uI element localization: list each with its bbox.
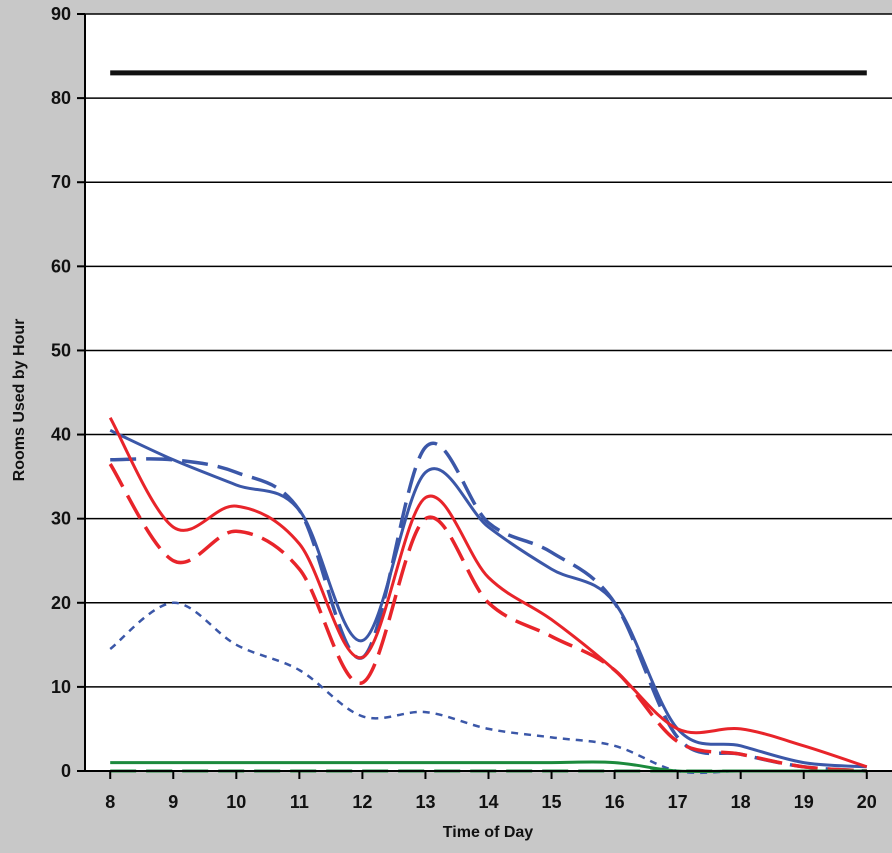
x-tick-label: 17 <box>668 792 688 812</box>
y-axis-title: Rooms Used by Hour <box>11 319 28 482</box>
y-tick-label: 80 <box>51 88 71 108</box>
y-tick-label: 60 <box>51 256 71 276</box>
y-tick-label: 50 <box>51 340 71 360</box>
y-tick-label: 20 <box>51 593 71 613</box>
y-tick-labels: 0 10 20 30 40 50 60 70 80 90 <box>51 4 85 781</box>
y-tick-label: 40 <box>51 425 71 445</box>
plot-area <box>85 14 892 771</box>
x-tick-label: 16 <box>605 792 625 812</box>
gridlines <box>85 13 892 688</box>
y-tick-label: 30 <box>51 509 71 529</box>
x-tick-label: 20 <box>857 792 877 812</box>
x-tick-labels: 8 9 10 11 12 13 14 15 16 17 18 19 20 <box>105 771 877 812</box>
x-tick-label: 15 <box>542 792 562 812</box>
x-tick-label: 13 <box>415 792 435 812</box>
y-tick-label: 90 <box>51 4 71 24</box>
x-tick-label: 10 <box>226 792 246 812</box>
series-line-5 <box>108 463 867 773</box>
x-axis-title: Time of Day <box>443 824 534 841</box>
series-line-2 <box>109 428 867 769</box>
x-tick-label: 14 <box>478 792 498 812</box>
y-tick-label: 70 <box>51 172 71 192</box>
y-tick-label: 0 <box>61 761 71 781</box>
x-tick-label: 12 <box>352 792 372 812</box>
x-tick-label: 8 <box>105 792 115 812</box>
series-line-3 <box>110 441 867 773</box>
x-tick-label: 9 <box>168 792 178 812</box>
series-lines <box>108 70 868 775</box>
y-tick-label: 10 <box>51 677 71 697</box>
series-line-4 <box>108 416 868 769</box>
x-tick-label: 18 <box>731 792 751 812</box>
x-tick-label: 19 <box>794 792 814 812</box>
x-tick-label: 11 <box>290 792 309 812</box>
series-line-6 <box>109 601 867 775</box>
